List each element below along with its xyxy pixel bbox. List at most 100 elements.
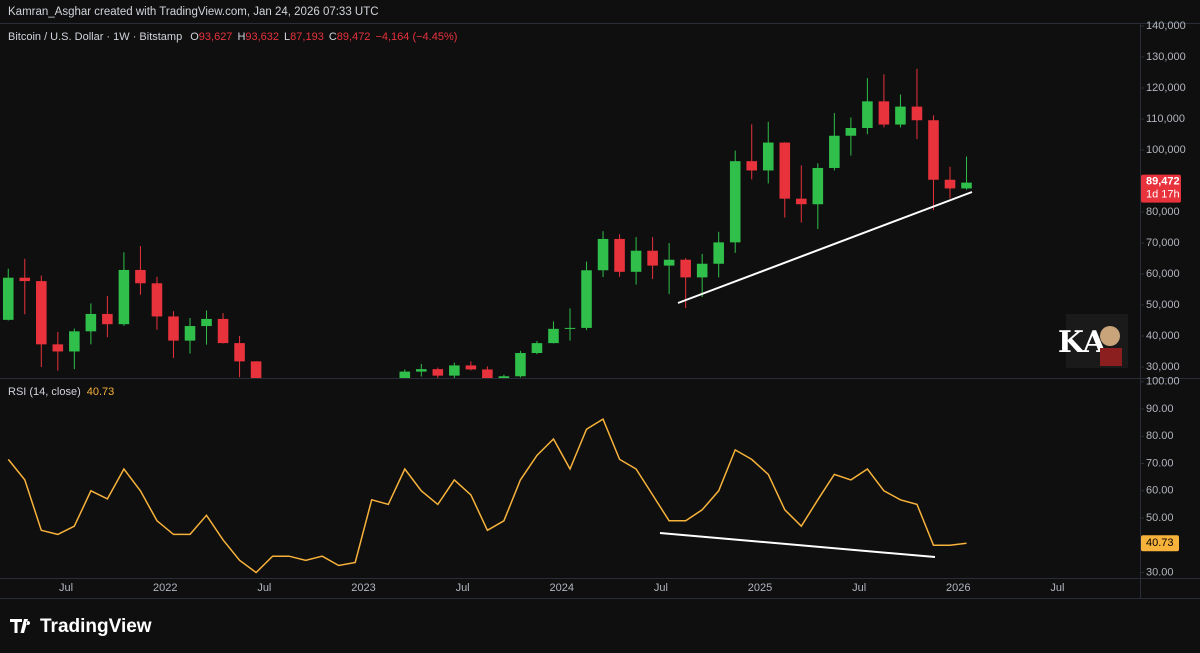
logo-face	[1100, 326, 1120, 346]
candle-body	[647, 250, 658, 266]
rsi-line	[7, 418, 967, 574]
candle-body	[779, 142, 791, 199]
candle-body	[729, 161, 741, 243]
rsi-last-box	[1141, 535, 1179, 552]
candle-body	[614, 238, 625, 272]
x-tick-label: Jul	[456, 582, 470, 594]
y-tick-label: 70,000	[1146, 237, 1180, 249]
ohlc-key: H	[237, 31, 245, 43]
y-tick-label: 140,000	[1146, 20, 1186, 32]
rsi-pane	[7, 418, 967, 574]
brand: TradingView	[10, 616, 152, 637]
trend-line	[677, 191, 973, 304]
change: −4,164 (−4.45%)	[375, 31, 457, 43]
candle-body	[151, 283, 163, 317]
series-title: Bitcoin / U.S. Dollar · 1W · Bitstamp	[8, 31, 182, 43]
last-price-box	[1141, 174, 1181, 203]
candle-body	[482, 369, 493, 378]
y-tick-label: 30.00	[1146, 566, 1174, 578]
candle-body	[118, 269, 130, 325]
rsi-last-label: 40.73	[1146, 537, 1174, 549]
y-tick-label: 110,000	[1146, 113, 1185, 125]
brand-name: TradingView	[40, 616, 152, 637]
y-tick-label: 70.00	[1146, 457, 1174, 469]
candle-body	[696, 263, 708, 278]
candle-body	[250, 361, 262, 378]
candle-body	[449, 365, 460, 376]
y-tick-label: 80,000	[1146, 206, 1180, 218]
candle-body	[399, 371, 411, 378]
x-tick-label: 2024	[549, 582, 573, 594]
header-title: Kamran_Asghar created with TradingView.c…	[8, 6, 379, 18]
ohlc-value: 89,472	[337, 31, 371, 43]
candle-body	[878, 101, 890, 125]
ohlc-key: O	[190, 31, 199, 43]
logo-body	[1100, 348, 1122, 366]
candle-body	[168, 316, 179, 341]
axes: 30,00040,00050,00060,00070,00080,00090,0…	[59, 20, 1186, 594]
last-price-label: 89,472	[1146, 176, 1180, 188]
candle-body	[762, 142, 774, 171]
candle-body	[52, 344, 64, 352]
y-tick-label: 90.00	[1146, 403, 1174, 415]
candle-body	[796, 198, 807, 205]
countdown: 1d 17h	[1146, 189, 1180, 201]
candle-body	[234, 343, 245, 362]
trend-line	[659, 532, 936, 558]
candle-body	[961, 182, 972, 189]
watermark-logo: KA	[1058, 314, 1128, 368]
x-tick-label: 2025	[748, 582, 772, 594]
y-tick-label: 50.00	[1146, 512, 1174, 524]
candle-body	[944, 179, 956, 189]
candle-body	[201, 318, 212, 327]
candle-body	[564, 327, 576, 329]
candle-body	[812, 167, 824, 205]
ohlc-value: 87,193	[290, 31, 324, 43]
candle-body	[829, 135, 840, 168]
y-tick-label: 30,000	[1146, 361, 1180, 373]
x-tick-label: 2022	[153, 582, 177, 594]
rsi-value: 40.73	[87, 386, 115, 398]
rsi-title: RSI (14, close)	[8, 386, 81, 398]
candle-body	[630, 250, 642, 272]
y-tick-label: 120,000	[1146, 82, 1186, 94]
candle-body	[432, 369, 444, 376]
candle-body	[531, 343, 543, 354]
candle-body	[85, 313, 97, 332]
y-tick-label: 50,000	[1146, 299, 1180, 311]
candle-body	[548, 328, 559, 344]
candle-body	[416, 369, 427, 372]
ohlc-value: 93,632	[245, 31, 279, 43]
y-tick-label: 100.00	[1146, 376, 1180, 388]
candle-body	[184, 326, 196, 341]
candle-body	[217, 318, 229, 344]
x-tick-label: 2023	[351, 582, 375, 594]
x-tick-label: Jul	[1050, 582, 1064, 594]
x-tick-label: Jul	[852, 582, 866, 594]
candle-body	[746, 161, 758, 171]
candle-body	[713, 242, 724, 264]
y-tick-label: 60.00	[1146, 485, 1174, 497]
candle-body	[680, 259, 691, 278]
candle-body	[36, 281, 47, 345]
ohlc-value: 93,627	[199, 31, 233, 43]
x-tick-label: Jul	[654, 582, 668, 594]
y-tick-label: 130,000	[1146, 51, 1186, 63]
candle-body	[69, 331, 80, 352]
y-tick-label: 100,000	[1146, 144, 1186, 156]
candle-body	[135, 269, 146, 284]
candle-body	[862, 101, 873, 128]
candle-body	[845, 127, 857, 136]
candle-body	[911, 106, 923, 121]
logo-text: KA	[1058, 325, 1107, 360]
brand-icon	[10, 619, 31, 633]
candle-body	[928, 120, 939, 180]
candle-body	[498, 376, 510, 378]
candle-body	[465, 365, 477, 370]
price-pane	[2, 68, 972, 378]
candle-body	[515, 353, 526, 377]
y-tick-label: 60,000	[1146, 268, 1180, 280]
